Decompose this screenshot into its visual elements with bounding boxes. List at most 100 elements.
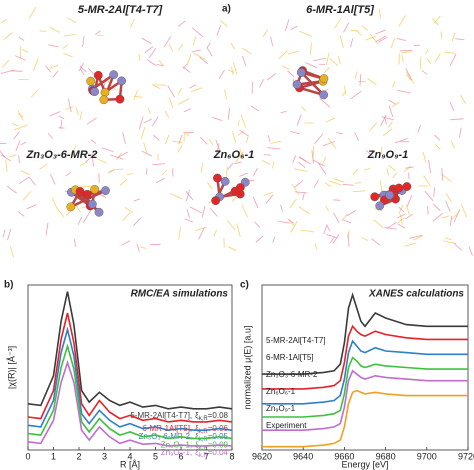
bond xyxy=(453,242,463,251)
bond xyxy=(184,131,190,137)
x-tick-label: 5 xyxy=(153,451,158,461)
bond xyxy=(178,134,183,145)
panel-label: c) xyxy=(240,280,249,291)
bond xyxy=(453,209,461,223)
legend-xi: ξ xyxy=(195,424,199,433)
bond xyxy=(133,90,138,100)
bond xyxy=(266,73,276,81)
bond xyxy=(49,64,59,69)
framework xyxy=(0,7,473,258)
bond xyxy=(272,236,276,243)
bond xyxy=(327,137,337,149)
bond xyxy=(299,30,313,37)
bond xyxy=(278,50,288,60)
bond xyxy=(365,35,376,41)
bond xyxy=(300,229,314,233)
bond xyxy=(319,97,331,108)
bond xyxy=(67,98,72,113)
bond xyxy=(164,134,170,145)
bond xyxy=(80,68,85,76)
bond xyxy=(384,227,397,230)
bond xyxy=(270,36,274,47)
bond xyxy=(134,95,143,98)
bond xyxy=(64,33,76,37)
bond xyxy=(39,30,47,32)
bond xyxy=(352,168,359,175)
bond xyxy=(17,211,25,217)
bond xyxy=(70,145,77,159)
bond xyxy=(433,187,436,197)
bond xyxy=(215,143,220,156)
bond xyxy=(396,38,407,42)
chart-title: RMC/EA simulations xyxy=(131,289,229,300)
x-tick-label: 2 xyxy=(76,451,81,461)
bond xyxy=(235,151,244,163)
bond xyxy=(228,69,235,73)
bond xyxy=(421,70,428,75)
bond xyxy=(227,162,234,170)
chart-title: XANES calculations xyxy=(368,289,464,300)
bond xyxy=(119,178,128,186)
bond xyxy=(332,233,340,244)
bond xyxy=(82,35,85,48)
bond xyxy=(342,184,354,186)
bond xyxy=(358,80,367,83)
bond xyxy=(78,62,85,72)
bond xyxy=(133,198,141,202)
x-tick-label: 1 xyxy=(51,451,56,461)
bond xyxy=(177,144,183,153)
bond xyxy=(296,114,302,126)
bond xyxy=(143,118,152,124)
bond xyxy=(122,132,126,144)
bond xyxy=(375,35,387,43)
legend-xi-sub: k,R xyxy=(199,415,209,421)
bond xyxy=(21,48,29,53)
bond xyxy=(379,8,381,19)
atom xyxy=(235,183,245,192)
legend-xi: ξ xyxy=(195,432,199,441)
bond xyxy=(396,213,406,219)
bond xyxy=(284,19,290,32)
bond xyxy=(192,36,197,45)
x-tick-label: 9680 xyxy=(376,451,396,461)
bond xyxy=(449,101,455,111)
bond xyxy=(326,224,331,232)
bond xyxy=(397,89,411,94)
bond xyxy=(234,161,242,165)
bond xyxy=(227,246,237,252)
bond xyxy=(329,236,335,244)
bond xyxy=(426,58,432,65)
bond xyxy=(141,37,152,45)
bond xyxy=(293,168,308,172)
bond xyxy=(365,150,373,157)
legend-xi-sub: k,R xyxy=(199,452,209,458)
x-tick-label: 6 xyxy=(178,451,183,461)
bond xyxy=(354,132,360,142)
bond xyxy=(455,38,465,41)
bond xyxy=(168,97,174,108)
x-tick-label: 9700 xyxy=(417,451,437,461)
bond xyxy=(270,140,281,144)
bond xyxy=(390,37,396,48)
bond xyxy=(232,62,238,75)
bond xyxy=(168,43,174,52)
atom xyxy=(385,190,394,200)
bond xyxy=(172,141,183,143)
bond xyxy=(312,159,325,167)
bond xyxy=(334,18,342,29)
bond xyxy=(87,68,95,75)
bond xyxy=(450,140,455,149)
bond xyxy=(237,119,240,127)
bond xyxy=(265,194,274,204)
data-line xyxy=(262,369,468,432)
bond xyxy=(311,150,315,164)
bond xyxy=(314,243,318,250)
bond xyxy=(200,163,203,174)
data-line xyxy=(27,343,233,440)
bond xyxy=(192,27,204,37)
bond xyxy=(212,117,223,121)
bond xyxy=(280,204,284,212)
x-tick-label: 9640 xyxy=(293,451,313,461)
bond xyxy=(241,47,252,55)
bond xyxy=(182,63,188,69)
